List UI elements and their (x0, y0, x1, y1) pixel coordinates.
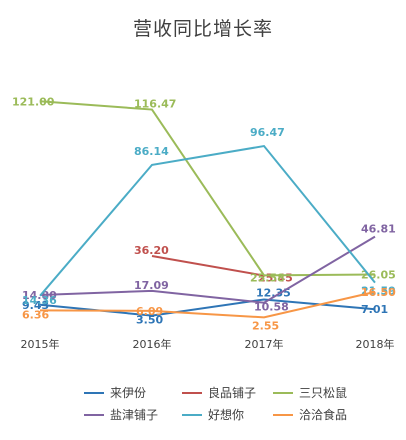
data-label-0-1: 3.50 (136, 314, 163, 327)
legend-swatch (182, 413, 202, 416)
series-line-5 (39, 290, 376, 319)
data-label-1-1: 36.20 (134, 244, 169, 257)
series-line-1 (151, 254, 265, 277)
series-line-4 (39, 144, 376, 297)
legend-swatch (84, 391, 104, 394)
legend-label: 良品铺子 (208, 386, 257, 400)
data-label-3-3: 46.81 (361, 223, 396, 236)
data-label-5-1: 6.09 (136, 305, 163, 318)
legend-swatch (84, 413, 104, 416)
legend-item-1: 良品铺子 (182, 384, 256, 401)
data-label-4-1: 86.14 (134, 145, 169, 158)
chart-title: 营收同比增长率 (132, 18, 273, 40)
data-label-4-3: 21.59 (361, 285, 396, 298)
series-line-2 (39, 100, 376, 277)
legend-label: 盐津铺子 (110, 408, 159, 422)
data-label-2-2: 25.58 (250, 271, 285, 284)
data-label-2-3: 26.05 (361, 268, 396, 281)
data-label-3-1: 17.09 (134, 279, 169, 292)
x-tick-label-3: 2018年 (356, 337, 395, 351)
data-label-5-2: 2.55 (252, 319, 279, 332)
data-label-4-2: 96.47 (250, 126, 285, 139)
data-label-3-0: 14.80 (22, 289, 57, 302)
legend-item-3: 盐津铺子 (84, 406, 158, 423)
legend-label: 来伊份 (110, 386, 147, 400)
legend-item-5: 洽洽食品 (273, 406, 347, 423)
data-label-0-3: 7.01 (361, 303, 388, 316)
data-label-2-1: 116.47 (134, 98, 176, 111)
legend-item-2: 三只松鼠 (273, 384, 347, 401)
legend-swatch (273, 391, 293, 394)
legend-label: 三只松鼠 (299, 386, 348, 400)
legend-swatch (273, 413, 293, 416)
x-tick-label-1: 2016年 (133, 337, 172, 351)
series-line-3 (39, 235, 376, 304)
data-label-3-2: 10.58 (254, 301, 289, 314)
legend-swatch (182, 391, 202, 394)
x-tick-label-2: 2017年 (245, 337, 284, 351)
legend-item-0: 来伊份 (84, 384, 146, 401)
data-label-2-0: 121.00 (12, 95, 55, 108)
data-label-0-0: 9.43 (22, 299, 49, 312)
data-label-4-0: 14.36 (22, 294, 57, 307)
data-label-0-2: 12.35 (256, 286, 291, 299)
data-label-5-0: 6.36 (22, 308, 49, 321)
legend-label: 洽洽食品 (299, 408, 348, 422)
data-label-5-3: 16.50 (361, 286, 396, 299)
legend-label: 好想你 (208, 408, 245, 422)
x-tick-label-0: 2015年 (21, 337, 60, 351)
legend-item-4: 好想你 (182, 406, 244, 423)
